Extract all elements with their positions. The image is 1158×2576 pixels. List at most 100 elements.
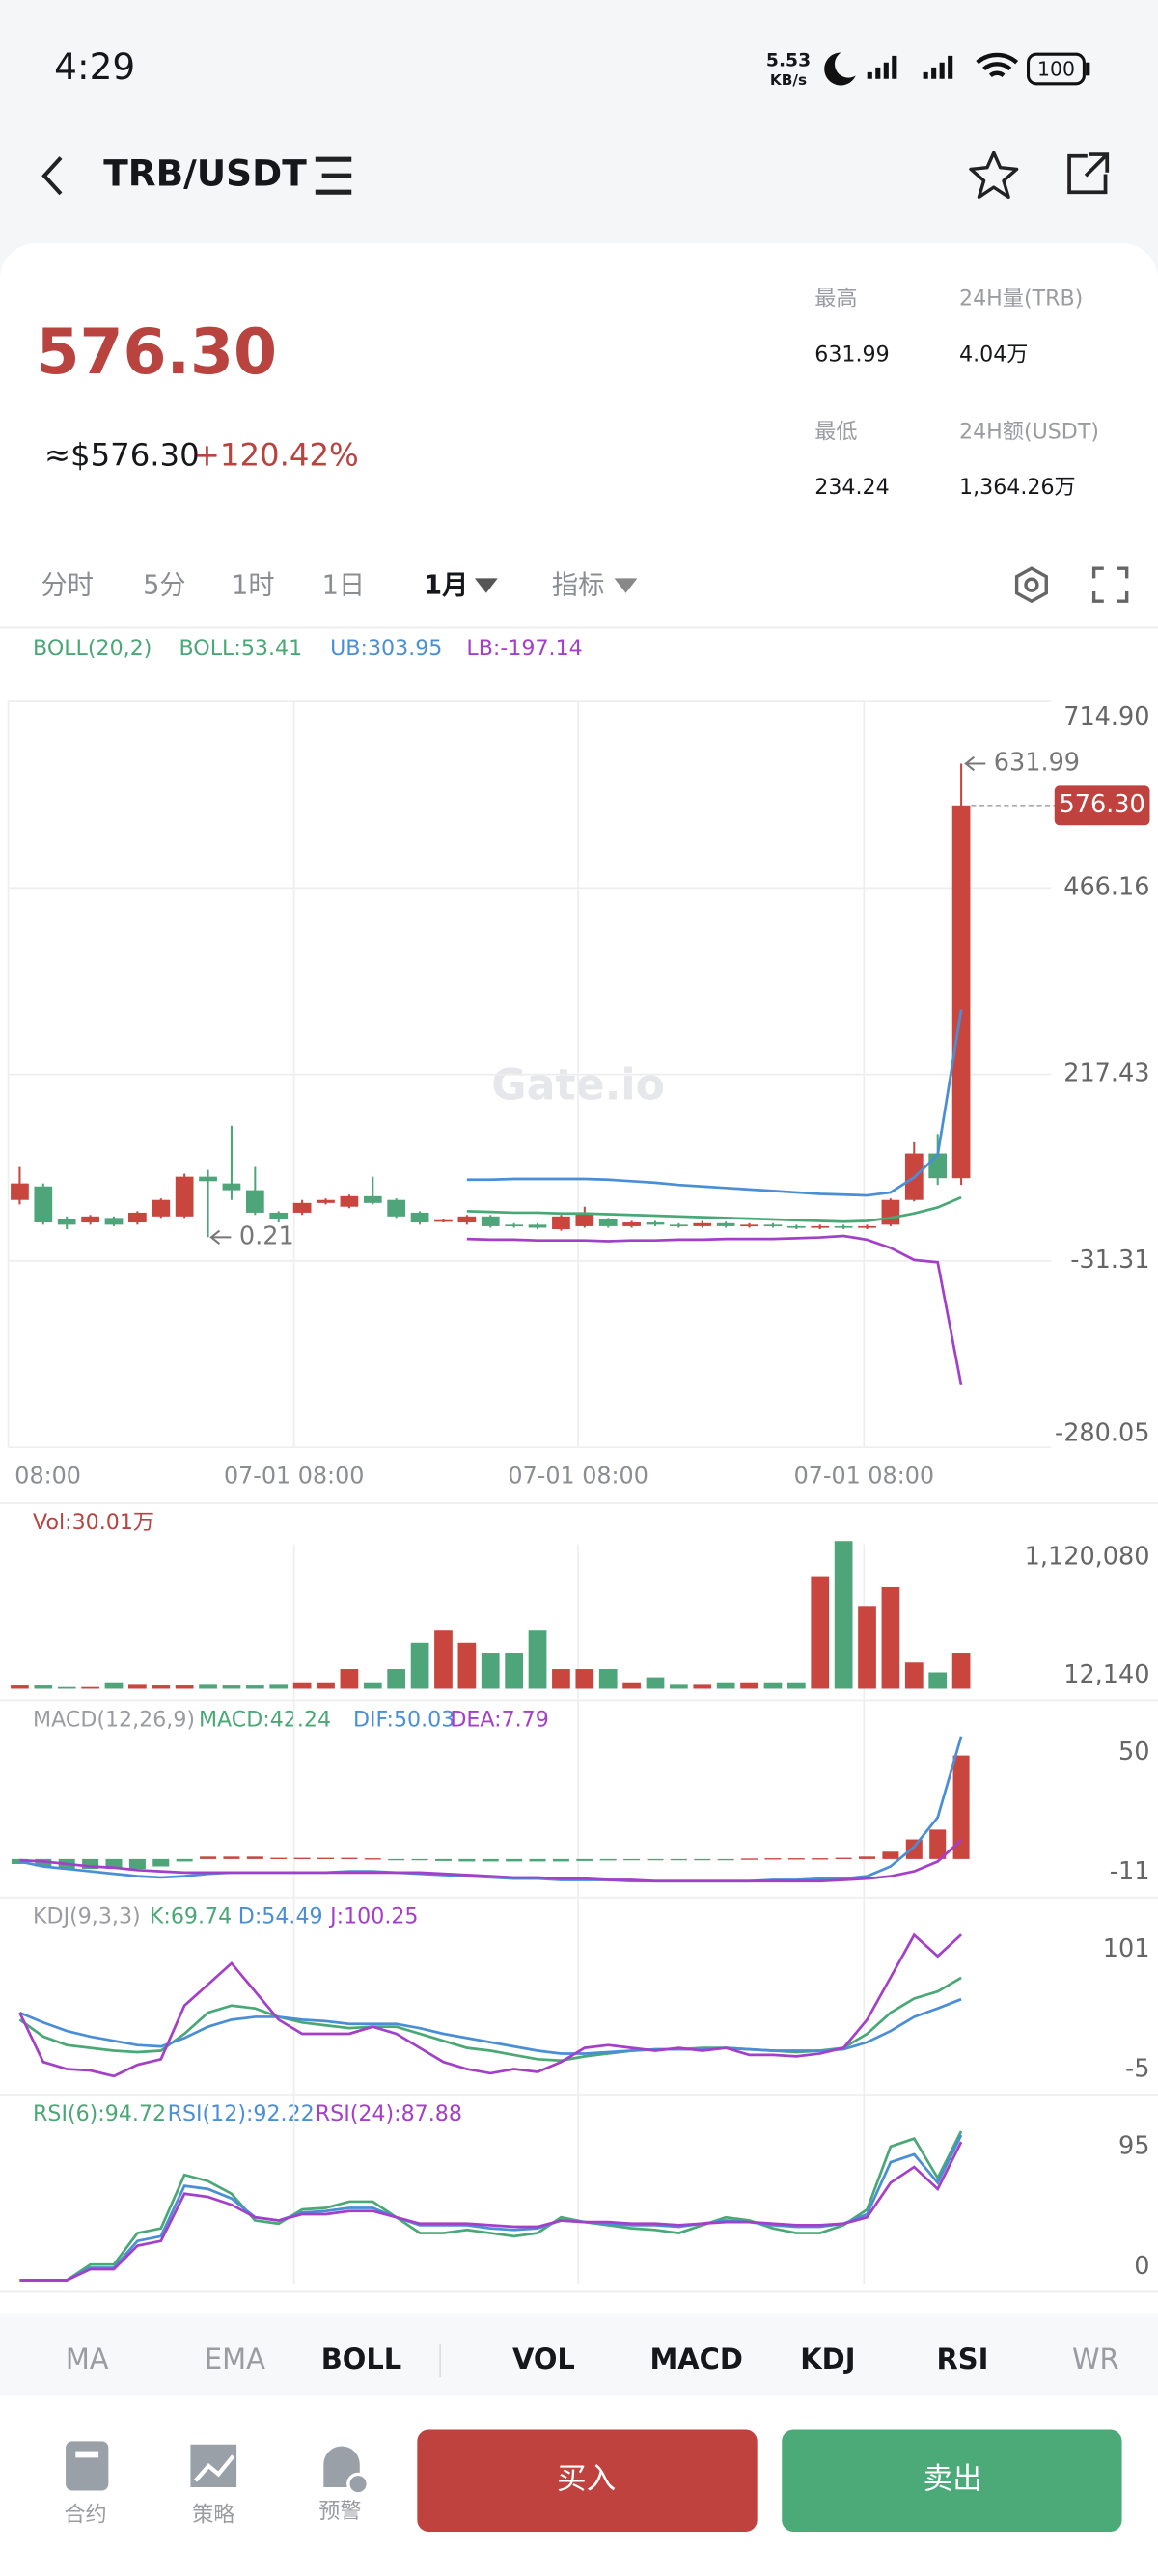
macd-bar [317,1857,335,1859]
fullscreen-button[interactable] [1091,566,1129,603]
interval-tab-active[interactable]: 1月 [424,570,468,600]
volume-bar [622,1682,641,1689]
y-tick-label: 1,120,080 [1025,1542,1150,1571]
macd-bar [835,1857,852,1859]
volume-bar [858,1606,876,1689]
candle-body [552,1216,570,1230]
indicator-tab[interactable]: RSI [937,2343,989,2375]
macd-bar [647,1858,664,1861]
candle-body [199,1176,217,1182]
y-tick-label: 714.90 [1063,702,1149,731]
candle-body [670,1224,688,1227]
indicator-tab[interactable]: MA [66,2343,109,2375]
macd-bar [717,1858,734,1861]
volume-bar [716,1682,735,1689]
indicator-tab[interactable]: MACD [649,2343,742,2375]
candle-body [387,1199,406,1217]
volume-bar [670,1684,688,1689]
battery-icon [1027,52,1086,86]
macd-bar [152,1858,170,1867]
nav-label[interactable]: 预警 [318,2499,361,2524]
share-button[interactable] [1067,152,1110,195]
contract-icon[interactable] [66,2441,109,2491]
candle-body [104,1218,124,1225]
candle-body [646,1222,665,1225]
volume-bar [904,1662,924,1689]
macd-bar [270,1857,288,1859]
stat-label: 最高 [814,286,857,311]
macd-bar [670,1858,687,1861]
nav-label[interactable]: 合约 [64,2502,106,2527]
candle-body [622,1222,641,1226]
candle-body [951,805,971,1179]
interval-tab[interactable]: 指标 [552,570,604,600]
candle-body [175,1176,194,1217]
sell-button[interactable] [782,2429,1122,2533]
candle-body [363,1195,382,1203]
macd-legend: MACD(12,26,9) [33,1707,195,1732]
strategy-icon[interactable] [190,2444,237,2488]
settings-button[interactable] [1014,566,1048,604]
volume-bar [481,1653,500,1689]
favorite-button[interactable] [969,151,1019,200]
candle-body [575,1212,594,1226]
settings-dot [1024,577,1039,592]
back-button[interactable] [41,156,63,196]
stat-value: 1,364.26万 [959,475,1076,500]
candle-body [763,1224,783,1227]
macd-bar [694,1858,711,1861]
alert-icon-badge [346,2472,370,2496]
interval-tab[interactable]: 1时 [232,570,275,600]
candle-body [716,1222,735,1226]
y-tick-label: -31.31 [1070,1246,1149,1274]
macd-bar [905,1839,923,1859]
pair-menu-icon[interactable] [315,156,352,195]
high-marker: 631.99 [994,749,1080,778]
indicator-bar [0,2313,1158,2396]
low-marker: 0.21 [239,1221,294,1250]
indicator-tab[interactable]: KDJ [800,2343,855,2375]
buy-label[interactable]: 买入 [557,2463,616,2497]
buy-button[interactable] [417,2429,758,2533]
macd-bar [246,1856,263,1859]
candle-body [881,1199,900,1225]
indicator-tab[interactable]: EMA [205,2343,265,2375]
macd-bar [623,1858,641,1861]
current-price: 576.30 [36,316,277,389]
volume-bar [693,1684,712,1689]
sell-label[interactable]: 卖出 [924,2463,982,2497]
candle-body [858,1225,876,1228]
nav-label[interactable]: 策略 [192,2502,234,2527]
volume-bar [81,1686,99,1689]
indicator-tab[interactable]: VOL [512,2343,575,2375]
volume-bar [834,1541,853,1689]
rsi-legend: RSI(6):94.72 [33,2101,166,2126]
indicator-tab[interactable]: WR [1072,2343,1119,2375]
candle-body [317,1199,335,1203]
volume-bar [786,1682,806,1689]
macd-bar [882,1851,899,1859]
volume-bar [363,1682,382,1689]
macd-bar [105,1858,123,1870]
candle-body [481,1216,500,1226]
stat-label: 24H额(USDT) [959,419,1099,444]
volume-bar [646,1677,665,1689]
volume-bar [269,1684,289,1689]
volume-bar [928,1672,948,1689]
volume-bar [598,1669,618,1689]
interval-tab[interactable]: 5分 [143,570,186,600]
macd-bar [176,1858,193,1862]
indicator-tab[interactable]: BOLL [321,2343,402,2375]
macd-bar [128,1858,146,1870]
macd-bar [764,1858,782,1860]
interval-tab[interactable]: 1日 [322,570,366,600]
volume-bar [575,1669,594,1689]
candle-body [128,1212,147,1223]
volume-bar [222,1685,241,1689]
interval-tab[interactable]: 分时 [41,570,94,600]
macd-bar [859,1856,876,1859]
indicator-line [19,2130,963,2282]
y-tick-label: -5 [1125,2055,1149,2084]
volume-bar [175,1685,194,1689]
